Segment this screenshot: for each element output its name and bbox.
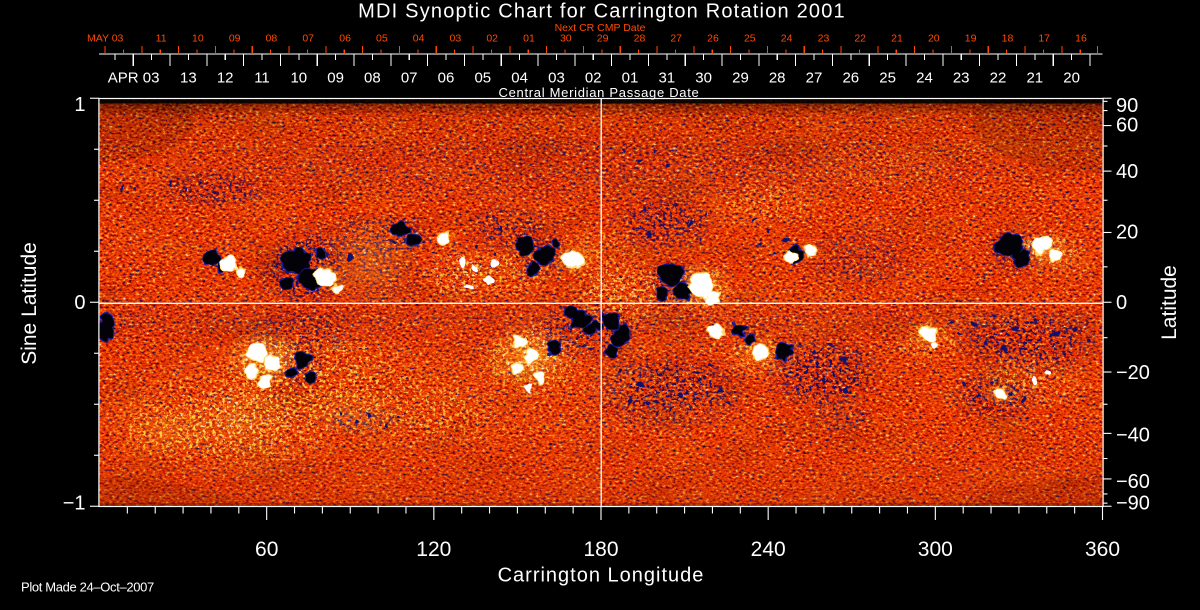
svg-text:08: 08	[364, 70, 381, 87]
svg-text:06: 06	[339, 33, 351, 45]
svg-text:01: 01	[523, 33, 535, 45]
svg-text:Latitude: Latitude	[1158, 265, 1181, 340]
svg-text:60: 60	[255, 538, 278, 561]
svg-text:10: 10	[290, 70, 307, 87]
svg-text:20: 20	[1116, 222, 1138, 244]
svg-text:04: 04	[413, 33, 425, 45]
svg-text:01: 01	[622, 70, 639, 87]
svg-text:Carrington Longitude: Carrington Longitude	[498, 565, 705, 587]
svg-text:26: 26	[707, 33, 719, 45]
svg-text:0: 0	[1116, 292, 1127, 314]
svg-text:Central Meridian Passage Date: Central Meridian Passage Date	[499, 85, 700, 100]
svg-text:27: 27	[806, 70, 823, 87]
svg-text:04: 04	[511, 70, 528, 87]
svg-text:−20: −20	[1116, 362, 1150, 384]
svg-text:29: 29	[597, 33, 609, 45]
svg-text:22: 22	[990, 70, 1007, 87]
svg-text:17: 17	[1038, 33, 1050, 45]
svg-text:APR 03: APR 03	[108, 70, 160, 87]
svg-text:16: 16	[1075, 33, 1087, 45]
svg-text:03: 03	[548, 70, 565, 87]
svg-text:−1: −1	[63, 493, 86, 515]
svg-text:−60: −60	[1116, 471, 1150, 493]
svg-text:40: 40	[1116, 161, 1138, 183]
svg-text:0: 0	[74, 292, 85, 314]
svg-text:Next CR CMP Date: Next CR CMP Date	[555, 22, 646, 34]
svg-text:09: 09	[327, 70, 344, 87]
svg-text:MDI Synoptic Chart for Carring: MDI Synoptic Chart for Carrington Rotati…	[358, 1, 846, 23]
svg-text:90: 90	[1116, 95, 1138, 117]
svg-text:28: 28	[634, 33, 646, 45]
svg-text:24: 24	[916, 70, 933, 87]
svg-text:20: 20	[1063, 70, 1080, 87]
svg-text:30: 30	[560, 33, 572, 45]
svg-text:20: 20	[928, 33, 940, 45]
svg-text:10: 10	[192, 33, 204, 45]
svg-text:31: 31	[658, 70, 675, 87]
svg-text:23: 23	[818, 33, 830, 45]
svg-text:08: 08	[266, 33, 278, 45]
svg-text:Sine Latitude: Sine Latitude	[18, 242, 41, 365]
svg-text:09: 09	[229, 33, 241, 45]
svg-text:07: 07	[302, 33, 314, 45]
svg-text:22: 22	[854, 33, 866, 45]
svg-text:11: 11	[156, 33, 167, 45]
svg-text:02: 02	[585, 70, 602, 87]
svg-text:1: 1	[74, 94, 85, 116]
svg-text:300: 300	[918, 538, 953, 561]
svg-text:MAY 03: MAY 03	[87, 33, 124, 45]
svg-text:05: 05	[474, 70, 491, 87]
svg-text:28: 28	[769, 70, 786, 87]
svg-text:23: 23	[953, 70, 970, 87]
svg-text:21: 21	[891, 33, 903, 45]
svg-text:19: 19	[965, 33, 977, 45]
svg-text:13: 13	[180, 70, 197, 87]
svg-text:Plot Made 24–Oct–2007: Plot Made 24–Oct–2007	[21, 580, 154, 595]
svg-text:03: 03	[450, 33, 462, 45]
svg-text:120: 120	[416, 538, 451, 561]
svg-text:11: 11	[254, 70, 270, 87]
svg-text:12: 12	[217, 70, 234, 87]
svg-text:60: 60	[1116, 115, 1138, 137]
svg-text:25: 25	[744, 33, 756, 45]
svg-text:−40: −40	[1116, 425, 1150, 447]
svg-text:27: 27	[670, 33, 682, 45]
svg-text:05: 05	[376, 33, 388, 45]
svg-text:30: 30	[695, 70, 712, 87]
svg-text:26: 26	[842, 70, 859, 87]
svg-text:360: 360	[1085, 538, 1120, 561]
svg-text:18: 18	[1002, 33, 1014, 45]
svg-text:−90: −90	[1116, 493, 1150, 515]
svg-text:21: 21	[1026, 70, 1043, 87]
svg-text:24: 24	[781, 33, 793, 45]
svg-text:240: 240	[751, 538, 786, 561]
svg-text:02: 02	[486, 33, 498, 45]
svg-text:25: 25	[879, 70, 896, 87]
svg-text:29: 29	[732, 70, 749, 87]
svg-text:180: 180	[583, 538, 618, 561]
svg-text:06: 06	[438, 70, 455, 87]
svg-text:07: 07	[401, 70, 418, 87]
